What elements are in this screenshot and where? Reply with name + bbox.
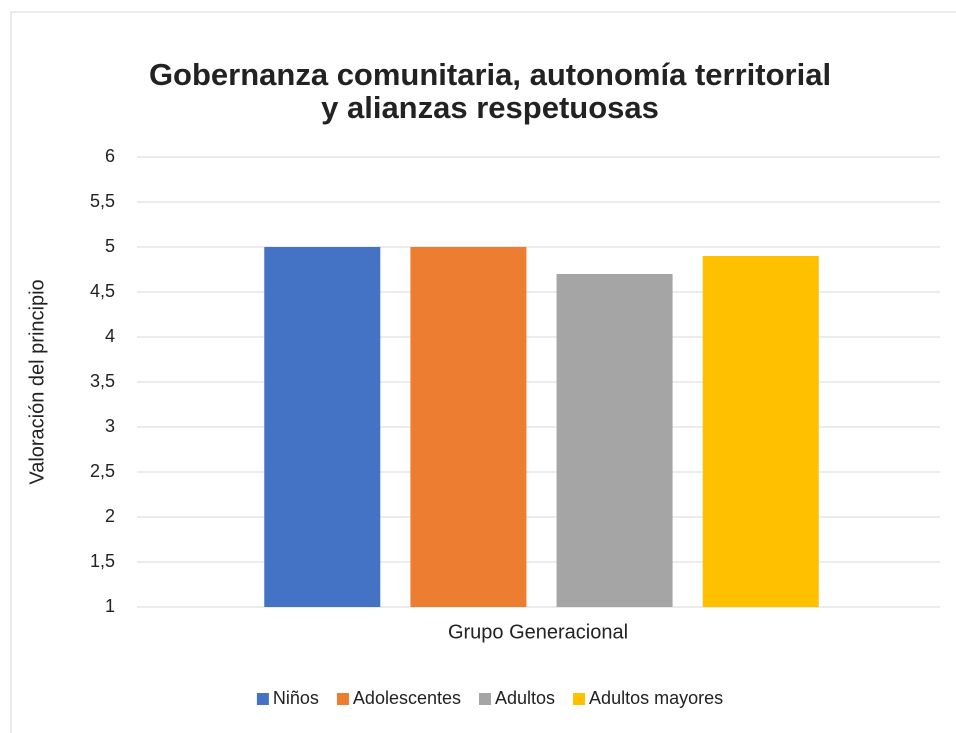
y-tick-label: 4,5 <box>90 281 115 301</box>
bar <box>702 256 819 607</box>
y-tick-label: 4 <box>105 326 115 346</box>
y-axis-label: Valoración del principio <box>26 279 48 484</box>
bar <box>410 247 527 607</box>
legend-swatch <box>256 693 269 705</box>
y-tick-label: 6 <box>105 146 115 166</box>
y-tick-label: 3 <box>105 416 115 436</box>
legend-label: Adultos mayores <box>589 688 723 708</box>
y-tick-label: 2 <box>105 506 115 526</box>
legend-swatch <box>336 693 349 705</box>
legend-swatch <box>479 693 491 705</box>
x-axis-label: Grupo Generacional <box>448 621 628 643</box>
legend-label: Adultos <box>495 688 555 708</box>
y-tick-label: 3,5 <box>90 371 115 391</box>
legend-label: Adolescentes <box>353 688 461 708</box>
legend-swatch <box>573 693 586 705</box>
bar <box>556 274 673 607</box>
y-tick-label: 1,5 <box>90 551 115 571</box>
y-tick-label: 5 <box>105 236 115 256</box>
y-tick-label: 1 <box>105 596 115 616</box>
y-tick-label: 5,5 <box>90 191 115 211</box>
chart-title: Gobernanza comunitaria, autonomía territ… <box>149 57 831 92</box>
y-tick-label: 2,5 <box>90 461 115 481</box>
chart-title: y alianzas respetuosas <box>321 90 659 125</box>
bar <box>264 247 381 607</box>
legend-label: Niños <box>273 688 319 708</box>
